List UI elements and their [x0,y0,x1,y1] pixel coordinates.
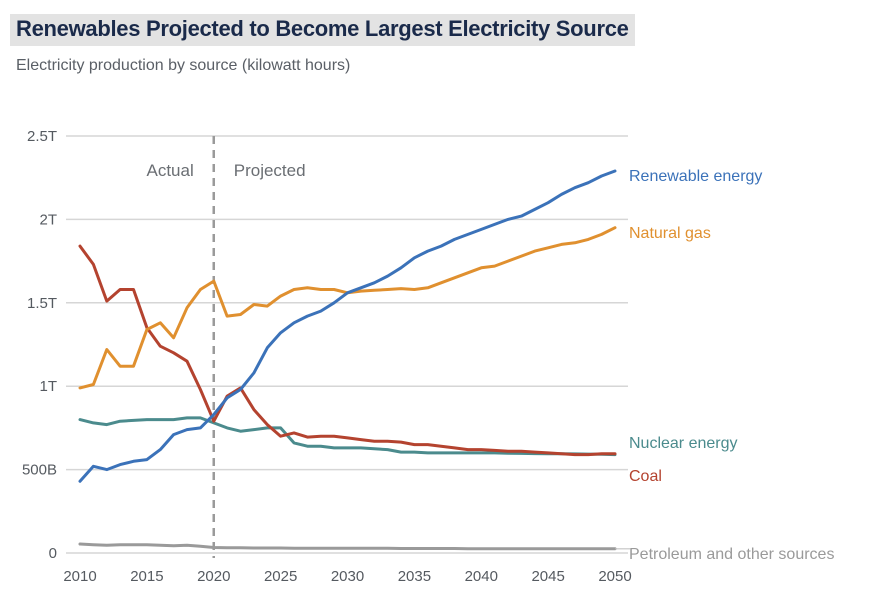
series-line-renewable-energy [78,169,617,483]
series-line-coal [78,244,617,457]
series-line-nuclear-energy [78,416,617,457]
chart-title: Renewables Projected to Become Largest E… [10,14,635,46]
series-labels: Petroleum and other sources Nuclear energ… [615,168,834,563]
x-tick-label: 2050 [598,568,631,585]
actual-annotation: Actual [147,161,194,180]
series-label-renewable-energy: Renewable energy [629,168,762,185]
y-tick-label: 2.5T [27,128,57,145]
y-tick-label: 500B [22,462,57,479]
series-line-petroleum-and-other-sources [78,542,617,551]
x-tick-label: 2045 [531,568,564,585]
y-tick-label: 1.5T [27,295,57,312]
chart-subtitle: Electricity production by source (kilowa… [16,57,351,74]
y-axis-ticks: 0 500B 1T 1.5T 2T 2.5T [22,128,57,562]
series-label-petroleum-and-other-sources: Petroleum and other sources [629,546,834,563]
y-tick-label: 2T [39,211,57,228]
x-axis-ticks: 2010 2015 2020 2025 2030 2035 2040 2045 2050 [63,568,631,585]
x-tick-label: 2015 [130,568,163,585]
projected-annotation: Projected [234,161,306,180]
series-lines [78,169,617,551]
x-tick-label: 2035 [398,568,431,585]
series-label-coal: Coal [629,468,662,485]
x-tick-label: 2040 [465,568,498,585]
series-label-natural-gas: Natural gas [629,225,711,242]
x-tick-label: 2020 [197,568,230,585]
series-label-nuclear-energy: Nuclear energy [629,435,738,452]
gridlines [66,135,628,554]
y-tick-label: 0 [49,545,57,562]
x-tick-label: 2010 [63,568,96,585]
x-tick-label: 2030 [331,568,364,585]
y-tick-label: 1T [39,378,57,395]
x-tick-label: 2025 [264,568,297,585]
series-line-natural-gas [78,226,617,390]
